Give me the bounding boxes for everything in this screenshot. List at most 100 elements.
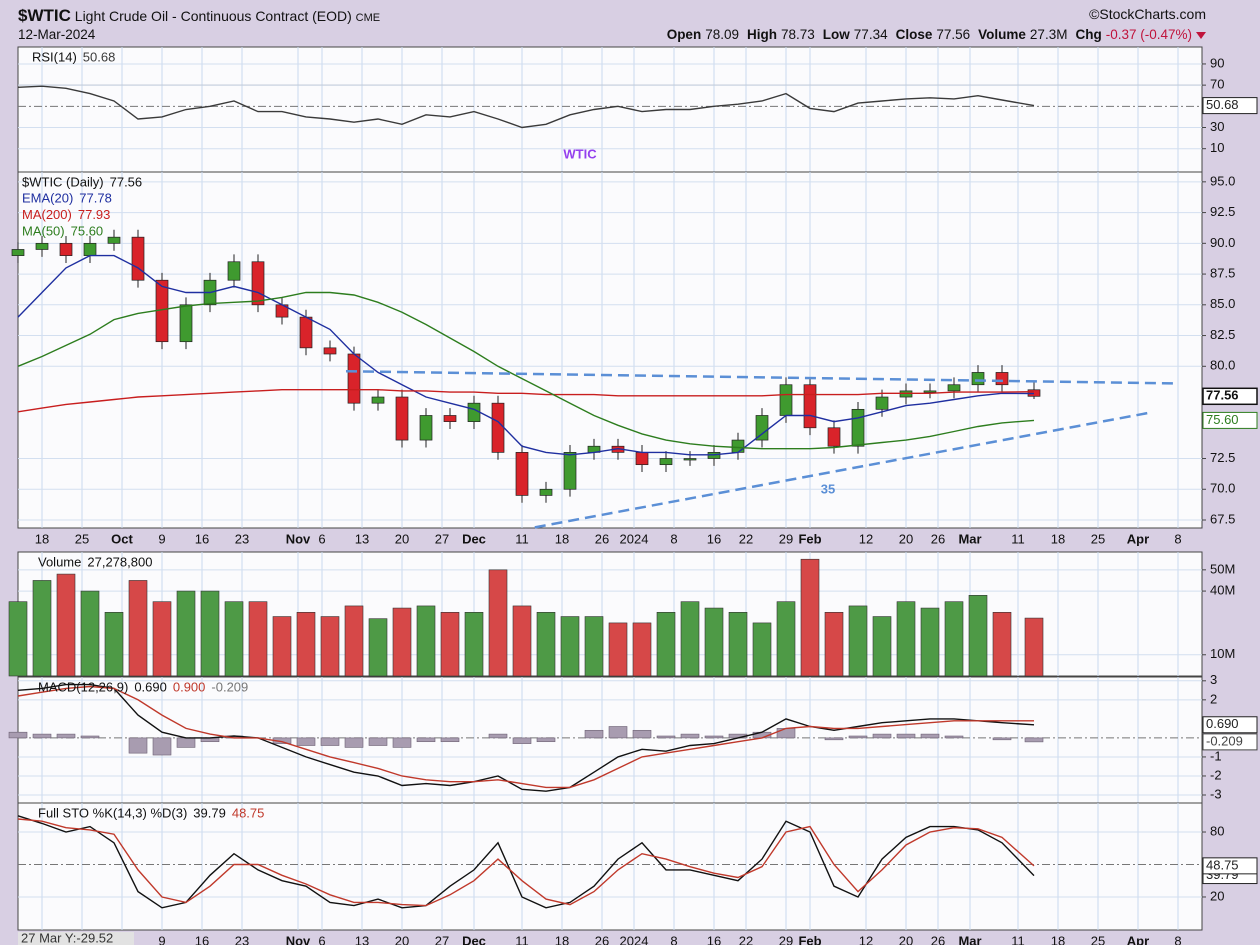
x-tick-label: 25 (1091, 933, 1105, 945)
x-tick-label: 16 (707, 531, 721, 546)
volume-bar (32, 580, 52, 677)
line-series (17, 683, 1035, 792)
quote: Open 78.09 High 78.73 Low 77.34 Close 77.56 Volu… (659, 27, 1206, 42)
candle-body (995, 372, 1009, 386)
y-tick-label: -2 (1210, 767, 1222, 782)
histogram-bar (632, 729, 652, 739)
y-tick-label: 40M (1210, 583, 1235, 598)
value-box (1202, 733, 1258, 751)
candle-body (107, 236, 121, 244)
value-box (1202, 716, 1258, 734)
volume-bar (56, 573, 76, 677)
volume-bar (224, 601, 244, 677)
value-box (1202, 411, 1258, 429)
candle-body (731, 439, 745, 453)
x-tick-label: 8 (1174, 933, 1181, 945)
annotation: 35 (821, 481, 835, 496)
x-tick-label: 8 (670, 933, 677, 945)
candle-body (947, 384, 961, 392)
volume-bar (992, 612, 1012, 677)
annotation: WTIC (563, 146, 597, 161)
histogram-bar (776, 728, 796, 739)
candle-body (299, 316, 313, 349)
cursor-readout: 27 Mar Y:-29.52 (21, 930, 113, 945)
x-tick-label: 26 (931, 531, 945, 546)
candle-body (323, 347, 337, 355)
candle-body (635, 452, 649, 466)
legend-label: MA(50) (22, 223, 65, 238)
x-tick-label: 22 (739, 531, 753, 546)
volume-bar (488, 569, 508, 677)
volume-bar (944, 601, 964, 677)
x-tick-label: 29 (779, 531, 793, 546)
y-tick-label: 90 (1210, 55, 1224, 70)
cursor-readout-bg (18, 932, 134, 945)
candle-body (347, 353, 361, 404)
volume-bar (80, 590, 100, 677)
line-series (17, 685, 1034, 789)
candle-body (227, 261, 241, 281)
candle-body (83, 242, 97, 256)
x-tick-label: 16 (707, 933, 721, 945)
volume-bar (752, 622, 772, 677)
histogram-bar (344, 737, 364, 748)
x-tick-label: Mar (958, 531, 981, 546)
x-tick-label: 29 (779, 933, 793, 945)
x-tick-label: Feb (798, 933, 821, 945)
line-series (17, 818, 1035, 907)
volume-bar (560, 616, 580, 677)
x-tick-label: 25 (1091, 531, 1105, 546)
legend-value: 77.93 (78, 207, 111, 222)
y-tick-label: 92.5 (1210, 204, 1235, 219)
x-tick-label: 9 (158, 531, 165, 546)
candle-body (851, 408, 865, 447)
quote-label: Volume (978, 27, 1026, 42)
histogram-bar (536, 737, 556, 743)
x-tick-label: 18 (555, 933, 569, 945)
x-tick-label: 27 (435, 933, 449, 945)
quote-value: 77.34 (853, 27, 888, 42)
x-tick-label: 11 (515, 933, 529, 945)
legend-value: 75.60 (71, 223, 104, 238)
value-box-label: 48.75 (1206, 857, 1239, 872)
y-tick-label: 10M (1210, 646, 1235, 661)
change-arrow (1196, 32, 1206, 39)
legend-value: 77.78 (79, 190, 112, 205)
candle-body (779, 384, 793, 416)
x-tick-label: 18 (35, 531, 49, 546)
line-series (17, 389, 1035, 413)
histogram-bar (1024, 737, 1044, 743)
histogram-bar (128, 737, 148, 754)
x-tick-label: Apr (1127, 933, 1149, 945)
y-tick-label: 70.0 (1210, 481, 1235, 496)
volume-bar (344, 605, 364, 677)
volume-bar (1024, 617, 1044, 677)
x-tick-label: Mar (958, 933, 981, 945)
y-tick-label: 80.0 (1210, 358, 1235, 373)
x-tick-label: 20 (395, 933, 409, 945)
histogram-bar (392, 737, 412, 748)
panel-label: RSI(14) (32, 49, 77, 64)
volume-bar (848, 605, 868, 677)
histogram-bar (872, 733, 892, 739)
volume-bar (968, 595, 988, 677)
volume-bar (200, 590, 220, 677)
y-tick-label: 90.0 (1210, 235, 1235, 250)
value-box (1202, 97, 1258, 115)
panel-label: Volume (38, 554, 81, 569)
volume-bar (728, 612, 748, 677)
histogram-bar (848, 735, 868, 739)
y-tick-label: 85.0 (1210, 296, 1235, 311)
panel (17, 676, 1203, 804)
histogram-bar (440, 737, 460, 743)
volume-bar (176, 590, 196, 677)
volume-bar (392, 607, 412, 677)
volume-bar (368, 618, 388, 677)
y-tick-label: -1 (1210, 748, 1222, 763)
histogram-bar (320, 737, 340, 746)
x-tick-label: 2024 (620, 933, 649, 945)
x-tick-label: 12 (859, 933, 873, 945)
x-tick-label: 13 (355, 933, 369, 945)
x-tick-label: 6 (318, 531, 325, 546)
